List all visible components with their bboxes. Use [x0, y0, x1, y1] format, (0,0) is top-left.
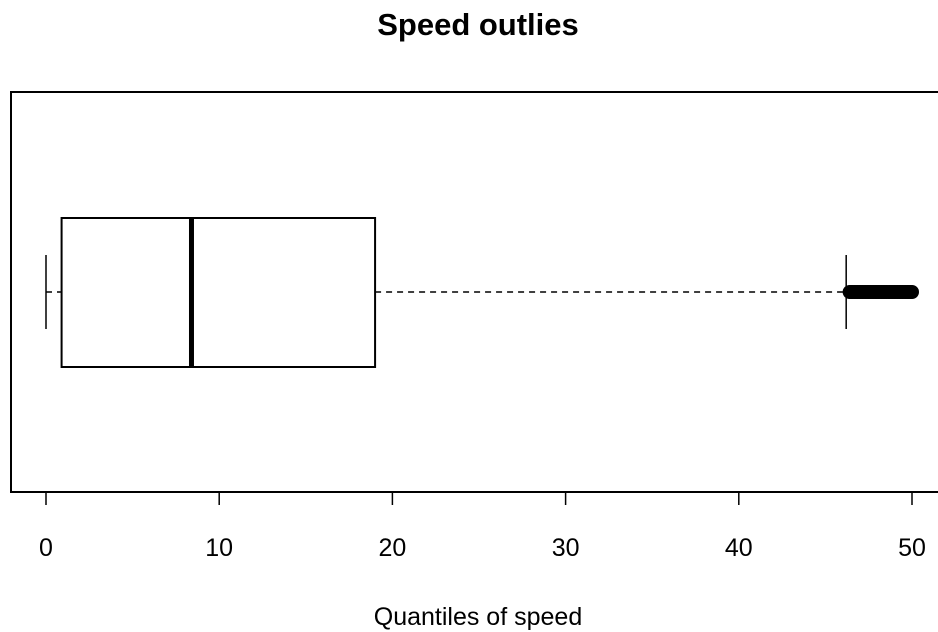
x-tick-label: 20: [378, 534, 406, 562]
chart-title: Speed outlies: [377, 7, 579, 42]
box-group: [45, 217, 919, 368]
x-tick-label: 40: [725, 534, 753, 562]
x-tick-label: 30: [552, 534, 580, 562]
x-tick-label: 0: [39, 534, 53, 562]
x-axis: 0 10 20 30 40 50: [39, 491, 926, 562]
x-tick-label: 50: [898, 534, 926, 562]
x-axis-label: Quantiles of speed: [374, 603, 582, 631]
outlier-point: [905, 285, 919, 299]
iqr-box: [60, 217, 377, 368]
x-tick-label: 10: [205, 534, 233, 562]
